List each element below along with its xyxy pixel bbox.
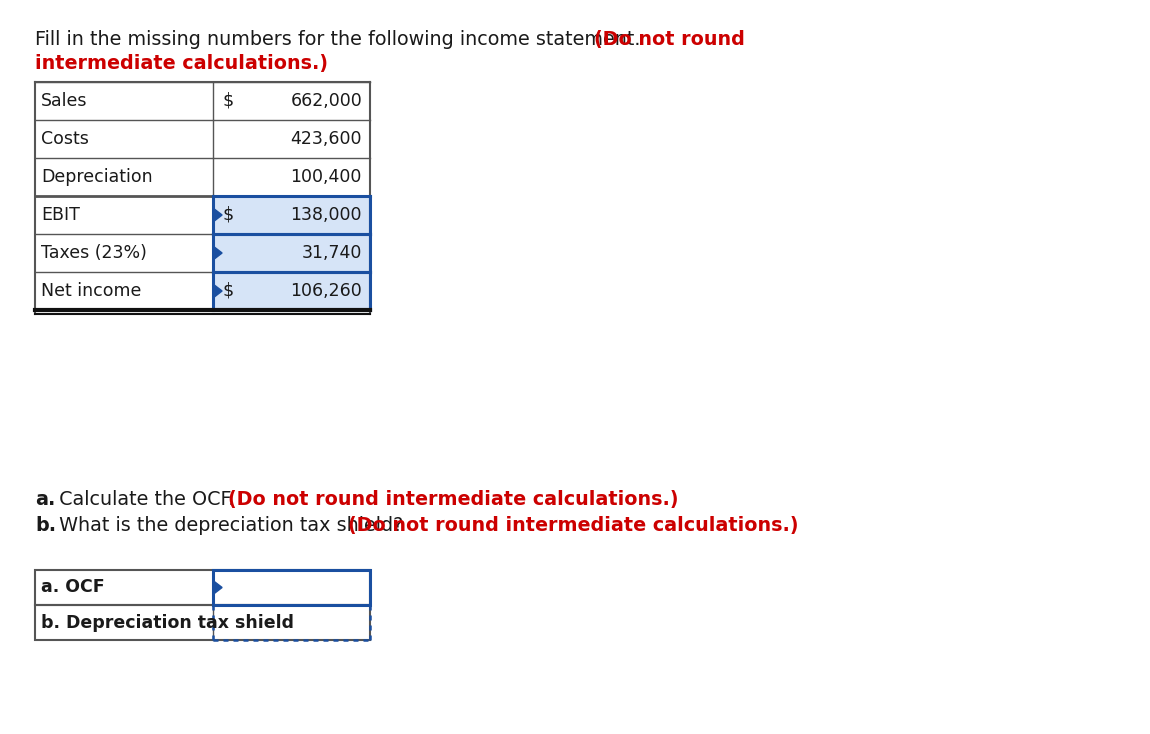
- Polygon shape: [213, 246, 222, 260]
- Polygon shape: [213, 581, 222, 595]
- Text: Depreciation: Depreciation: [41, 168, 153, 186]
- Text: b.: b.: [34, 516, 56, 535]
- Text: 31,740: 31,740: [301, 244, 362, 262]
- Text: a. OCF: a. OCF: [41, 578, 105, 597]
- Text: intermediate calculations.): intermediate calculations.): [34, 54, 328, 73]
- Text: Taxes (23%): Taxes (23%): [41, 244, 147, 262]
- Polygon shape: [213, 284, 222, 298]
- Polygon shape: [213, 208, 222, 222]
- Text: a.: a.: [34, 490, 55, 509]
- Text: Costs: Costs: [41, 130, 89, 148]
- Text: $: $: [223, 282, 235, 300]
- Text: (Do not round: (Do not round: [595, 30, 745, 49]
- Text: Sales: Sales: [41, 92, 87, 110]
- Bar: [34, 605, 370, 640]
- Text: b. Depreciation tax shield: b. Depreciation tax shield: [41, 614, 294, 631]
- Text: Calculate the OCF.: Calculate the OCF.: [53, 490, 240, 509]
- Text: 662,000: 662,000: [290, 92, 362, 110]
- Text: 138,000: 138,000: [291, 206, 362, 224]
- Text: Fill in the missing numbers for the following income statement.: Fill in the missing numbers for the foll…: [34, 30, 646, 49]
- Text: (Do not round intermediate calculations.): (Do not round intermediate calculations.…: [228, 490, 678, 509]
- Bar: [213, 570, 370, 605]
- Text: 100,400: 100,400: [291, 168, 362, 186]
- Text: Net income: Net income: [41, 282, 141, 300]
- Text: $: $: [223, 206, 235, 224]
- Bar: [213, 196, 370, 234]
- Text: EBIT: EBIT: [41, 206, 79, 224]
- Bar: [213, 272, 370, 310]
- Bar: [34, 570, 370, 605]
- Text: $: $: [223, 92, 235, 110]
- Bar: [213, 234, 370, 272]
- Text: 423,600: 423,600: [291, 130, 362, 148]
- Text: What is the depreciation tax shield?: What is the depreciation tax shield?: [53, 516, 409, 535]
- Text: (Do not round intermediate calculations.): (Do not round intermediate calculations.…: [348, 516, 798, 535]
- Text: 106,260: 106,260: [290, 282, 362, 300]
